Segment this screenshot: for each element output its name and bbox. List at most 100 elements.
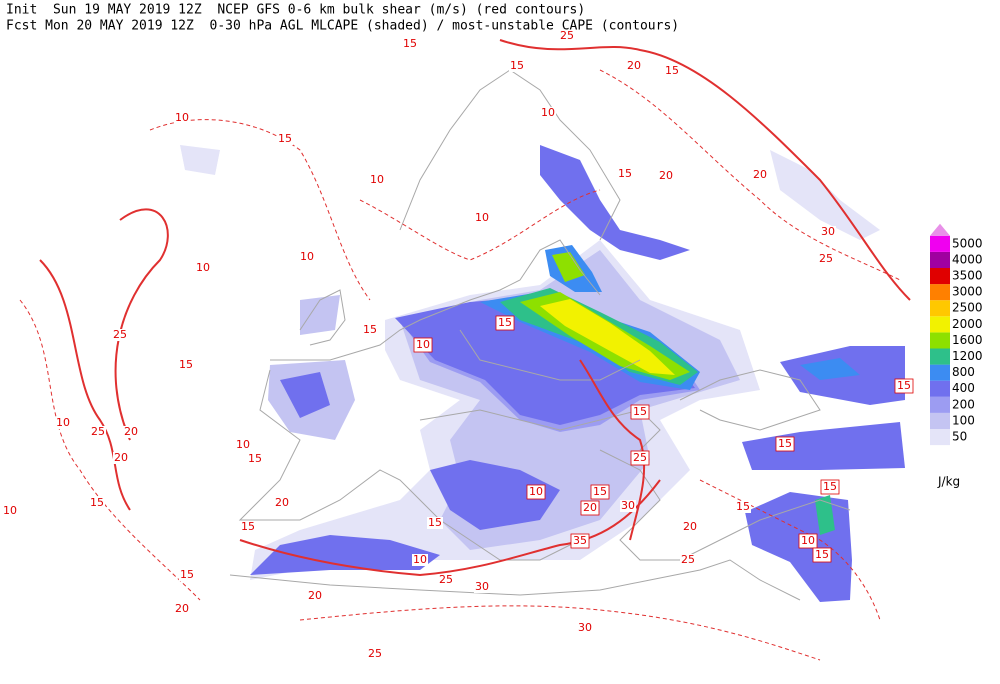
colorbar-label: 1600 [952,333,983,347]
contour-label-bg [474,581,490,593]
contour-label: 30 [821,225,835,238]
coastline [299,289,346,346]
contour-label-bg [2,505,18,517]
contour-label-bg [112,329,128,341]
contour-label: 10 [300,250,314,263]
contour-label-box [495,315,515,331]
contour-label: 15 [665,64,679,77]
border [419,409,661,451]
colorbar-box [930,300,950,317]
contour-label: 10 [370,173,384,186]
contour-label: 25 [91,425,105,438]
cape-area [815,495,835,535]
contour-label-box [894,378,914,394]
contour-label-bg [658,170,674,182]
cape-area [395,297,695,425]
colorbar-label: 3000 [952,285,983,299]
contour-label-bg [617,168,633,180]
contour-label: 20 [753,168,767,181]
border [459,329,641,381]
contour-label: 10 [801,534,815,547]
contour-label-bg [367,648,383,660]
cape-shading [180,145,905,602]
contour-label: 10 [413,553,427,566]
colorbar-label: 50 [952,430,967,444]
contour-label: 15 [897,379,911,392]
contour-label-bg [682,521,698,533]
colorbar-box [930,284,950,301]
contour-label-box [812,547,832,563]
contour-label: 20 [627,59,641,72]
coastline [399,69,621,241]
contour-label: 15 [90,496,104,509]
contour-label-bg [299,251,315,263]
contour-label: 10 [529,485,543,498]
contour-label: 15 [179,358,193,371]
colorbar-box [930,348,950,365]
colorbar-box [930,235,950,252]
contour-label-bg [680,554,696,566]
contour-label-box [570,533,590,549]
colorbar-label: 800 [952,365,975,379]
coastline [270,239,601,361]
contour-label-box [590,484,610,500]
contour-label: 10 [416,338,430,351]
contour-label: 15 [510,59,524,72]
contour-label: 10 [56,416,70,429]
contour-label: 25 [681,553,695,566]
contour-label: 20 [659,169,673,182]
contour-label: 15 [593,485,607,498]
contour-label-bg [89,497,105,509]
contour-label: 10 [175,111,189,124]
contour-label-bg [412,554,428,566]
contour-line [359,189,601,261]
contour-label: 10 [475,211,489,224]
contour-label: 15 [618,167,632,180]
contour-label-bg [509,60,525,72]
colorbar-label: 1200 [952,349,983,363]
cape-area [800,358,860,380]
contour-label: 15 [248,452,262,465]
contour-label: 30 [578,621,592,634]
contour-label-bg [235,439,251,451]
cape-area [250,535,440,575]
colorbar-label: 200 [952,397,975,411]
colorbar-label: 100 [952,413,975,427]
contour-label-bg [277,133,293,145]
colorbar-label: 400 [952,381,975,395]
contour-label: 10 [236,438,250,451]
contour-label: 10 [541,106,555,119]
contour-label: 20 [114,451,128,464]
contour-label-bg [369,174,385,186]
contour-label-bg [402,38,418,50]
contour-label-box [820,479,840,495]
header-line: Fcst Mon 20 MAY 2019 12Z 0-30 hPa AGL ML… [6,19,679,34]
contour-label: 15 [428,516,442,529]
colorbar-box [930,396,950,413]
contour-label: 15 [498,316,512,329]
contour-label: 25 [560,29,574,42]
contour-label-bg [174,112,190,124]
contour-label: 25 [113,328,127,341]
contour-label-bg [626,60,642,72]
contour-line [699,479,881,621]
colorbar-box [930,251,950,268]
contour-label: 35 [573,534,587,547]
contour-label-bg [540,107,556,119]
colorbar: 50 100 200 400 800 1200 1600 2000 2500 3000 3500 40… [930,223,983,489]
contour-label: 15 [180,568,194,581]
header-line: Init Sun 19 MAY 2019 12Z NCEP GFS 0-6 km… [6,3,585,18]
contour-label-box [798,533,818,549]
contour-label: 15 [815,548,829,561]
contour-line [114,208,169,441]
cape-area [552,252,585,282]
contour-label: 20 [124,425,138,438]
contour-label: 20 [175,602,189,615]
contour-label: 10 [196,261,210,274]
colorbar-label: 5000 [952,236,983,250]
contour-label-bg [274,497,290,509]
coastlines [229,69,851,601]
contour-label-bg [178,359,194,371]
contour-label: 25 [633,451,647,464]
